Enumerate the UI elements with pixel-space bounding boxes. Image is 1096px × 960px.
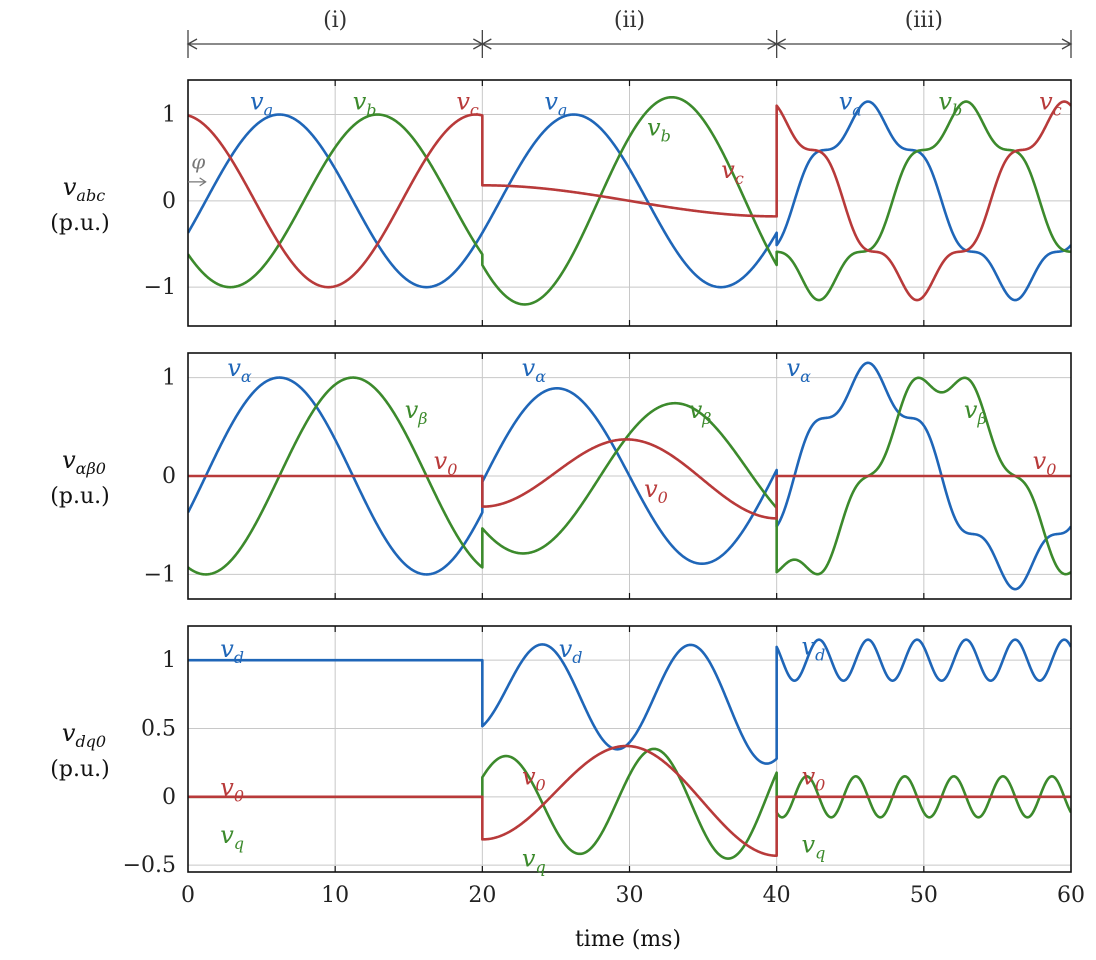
y-tick-label: −1 [144,275,176,300]
x-axis-ticks: 0 10 20 30 40 50 60 [181,883,1085,908]
series-label: vd [559,635,583,667]
series-line-α [188,361,1071,591]
series-label: vα [227,354,252,386]
series-label: vq [220,821,244,853]
x-tick-label: 60 [1057,883,1085,908]
x-axis-label: time (ms) [575,927,681,952]
y-tick-label: 0 [162,785,176,810]
x-tick-label: 40 [763,883,791,908]
series-label: va [544,88,567,120]
series-label: va [250,88,273,120]
y-tick-label: 1 [162,103,176,128]
region-annotations: (i) (ii) (iii) [186,8,1073,58]
x-tick-label: 30 [616,883,644,908]
y-axis-label: vabc [63,173,105,205]
series-label: vd [220,635,244,667]
series-line-b [188,95,1071,306]
series-label: v0 [802,762,826,794]
series-label: va [839,88,862,120]
x-tick-label: 0 [181,883,195,908]
panel-vdq0: 1 0.5 0 −0.5 vd v0 vq vd v0 vq vd v0 vq vdq0 (p.u.) [50,625,1072,878]
series-label: v0 [644,475,668,507]
region-label: (iii) [905,8,943,33]
series-label: v0 [1033,447,1057,479]
series-label: vβ [964,396,987,428]
y-tick-label: 0 [162,189,176,214]
series-label: vb [938,88,962,120]
series-label: vα [787,354,812,386]
x-tick-label: 20 [468,883,496,908]
series-label: vd [802,633,826,665]
y-tick-label: 0 [162,464,176,489]
series-label: vc [721,156,744,188]
panel-vabc: 1 0 −1 va vb vc va vb vc va vb vc vabc (p.u.) φ [50,79,1072,327]
series-label: vβ [405,396,428,428]
phase-annotation: φ [191,150,205,174]
series-label: v0 [220,773,244,805]
region-label: (i) [323,8,347,33]
y-axis-label: vdq0 [62,719,106,751]
series-label: vc [456,88,479,120]
series-label: vc [1039,88,1062,120]
series-line-β [188,376,1071,576]
series-line-c [188,100,1071,302]
series-label: vb [647,113,671,145]
phase-arrow-head [199,177,207,187]
series-label: vβ [689,396,712,428]
y-axis-unit: (p.u.) [50,484,109,509]
x-tick-label: 50 [910,883,938,908]
y-axis-unit: (p.u.) [50,211,109,236]
series-line-0 [188,744,1071,858]
series-line-a [188,100,1071,302]
series-line-0 [188,438,1071,520]
series-label: vα [522,354,547,386]
x-tick-label: 10 [321,883,349,908]
series-label: vq [522,844,546,876]
y-tick-label: 0.5 [141,717,176,742]
y-tick-label: −1 [144,562,176,587]
series-label: v0 [522,762,546,794]
series-label: v0 [434,447,458,479]
series-line-d [188,638,1071,765]
series-label: vq [802,831,826,863]
y-tick-label: −0.5 [123,853,176,878]
y-axis-label: vαβ0 [62,446,106,478]
series-label: vb [353,88,377,120]
y-tick-label: 1 [162,366,176,391]
y-axis-unit: (p.u.) [50,757,109,782]
y-tick-label: 1 [162,648,176,673]
region-label: (ii) [614,8,645,33]
